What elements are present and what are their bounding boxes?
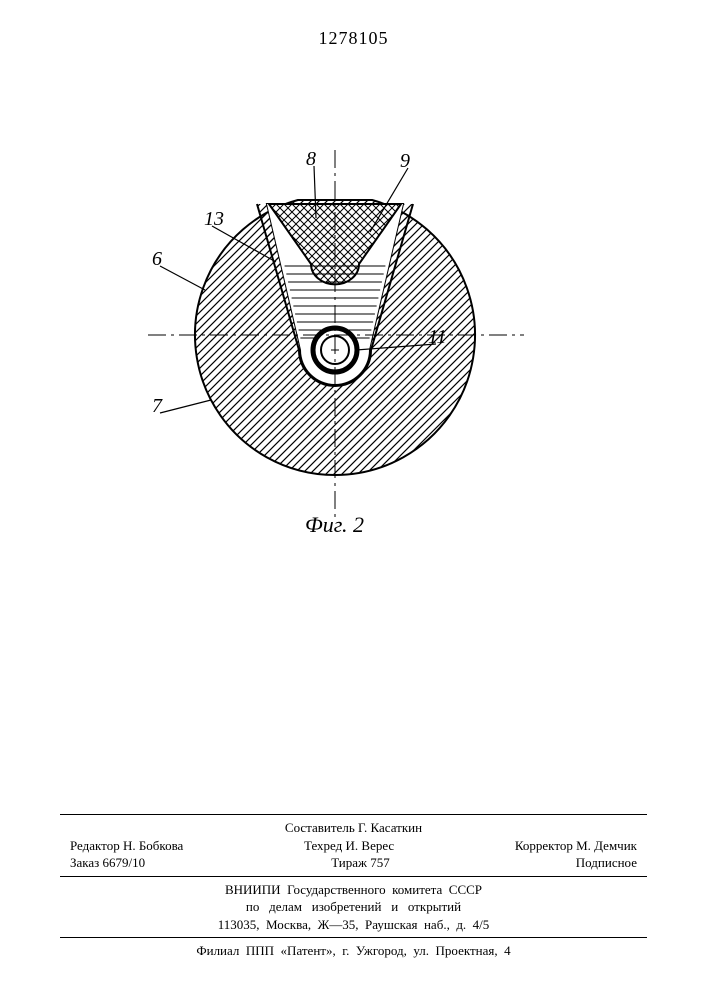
- print-run: Тираж 757: [331, 854, 390, 872]
- imprint-footer: Составитель Г. Касаткин Редактор Н. Бобк…: [0, 810, 707, 960]
- ref-label-9: 9: [400, 150, 410, 173]
- compiler-line: Составитель Г. Касаткин: [0, 819, 707, 837]
- leader-line: [160, 400, 211, 413]
- figure-caption: Фиг. 2: [305, 512, 364, 538]
- ref-label-6: 6: [152, 248, 162, 271]
- figure-2: [0, 0, 707, 565]
- org-line-1: ВНИИПИ Государственного комитета СССР: [0, 881, 707, 899]
- ref-label-13: 13: [204, 208, 224, 231]
- figure-svg: [0, 0, 707, 560]
- order-number: Заказ 6679/10: [70, 854, 145, 872]
- ref-label-8: 8: [306, 148, 316, 171]
- subscription: Подписное: [576, 854, 637, 872]
- footer-rule-bot: [60, 937, 647, 938]
- ref-label-7: 7: [152, 395, 162, 418]
- editor: Редактор Н. Бобкова: [70, 837, 183, 855]
- footer-rule-top: [60, 814, 647, 815]
- address-line-1: 113035, Москва, Ж—35, Раушская наб., д. …: [0, 916, 707, 934]
- tech-editor: Техред И. Верес: [304, 837, 394, 855]
- footer-rule-mid: [60, 876, 647, 877]
- org-line-2: по делам изобретений и открытий: [0, 898, 707, 916]
- ref-label-11: 11: [428, 326, 447, 349]
- leader-line: [160, 266, 205, 290]
- corrector: Корректор М. Демчик: [515, 837, 637, 855]
- address-line-2: Филиал ППП «Патент», г. Ужгород, ул. Про…: [0, 942, 707, 960]
